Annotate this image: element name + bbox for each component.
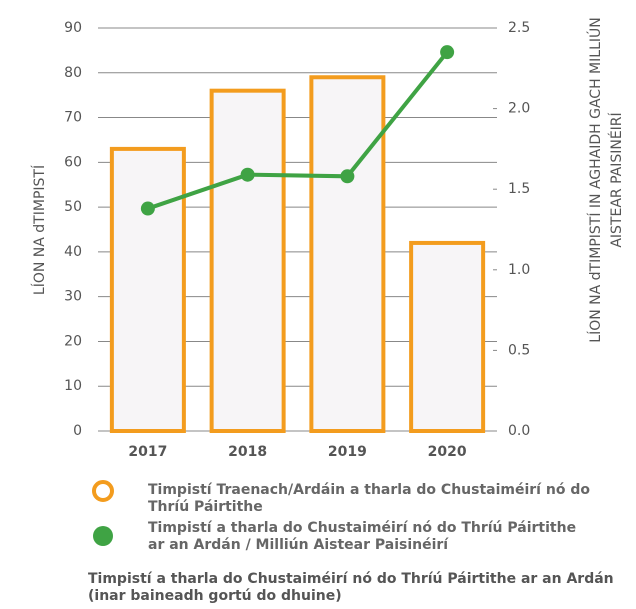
bar (309, 75, 386, 433)
x-tick-label: 2018 (228, 444, 267, 460)
y-tick-label: 30 (64, 289, 82, 305)
y-tick-label: 40 (64, 244, 82, 260)
point (440, 45, 455, 60)
y-tick-label: 20 (64, 333, 82, 349)
y-tick-label: 70 (64, 110, 82, 126)
x-tick-label: 2019 (328, 444, 367, 460)
legend-label: Timpistí a tharla do Chustaiméirí nó do … (148, 520, 577, 553)
legend-marker (92, 480, 114, 502)
y2-tick-label: 1.5 (508, 181, 530, 197)
y-tick-label: 0 (73, 423, 82, 439)
y-tick-label: 90 (64, 20, 82, 36)
y-tick-label: 10 (64, 378, 82, 394)
line (147, 50, 449, 211)
y2-tick-label: 1.0 (508, 262, 530, 278)
point (140, 201, 155, 216)
y2-tick-label: 0.5 (508, 342, 530, 358)
y2-axis-label: AISTEAR PAISINÉIRÍ (608, 112, 625, 247)
point (340, 169, 355, 184)
y2-tick-label: 0.0 (508, 423, 530, 439)
point (240, 167, 255, 182)
bar (409, 240, 486, 433)
legend-marker (93, 526, 113, 546)
y-tick-label: 50 (64, 199, 82, 215)
y-axis-label: LÍON NA dTIMPISTÍ (31, 165, 48, 295)
x-tick-label: 2017 (128, 444, 167, 460)
x-tick-label: 2020 (428, 444, 467, 460)
bar (209, 88, 286, 433)
y2-axis-label: LÍON NA dTIMPISTÍ IN AGHAIDH GACH MILLIÚ… (586, 17, 604, 342)
y2-tick-label: 2.0 (508, 101, 530, 117)
legend-label: Timpistí Traenach/Ardáin a tharla do Chu… (148, 482, 590, 515)
note: Timpistí a tharla do Chustaiméirí nó do … (88, 571, 614, 604)
bar (109, 146, 186, 433)
y2-tick-label: 2.5 (508, 20, 530, 36)
y-tick-label: 60 (64, 154, 82, 170)
y-tick-label: 80 (64, 65, 82, 81)
